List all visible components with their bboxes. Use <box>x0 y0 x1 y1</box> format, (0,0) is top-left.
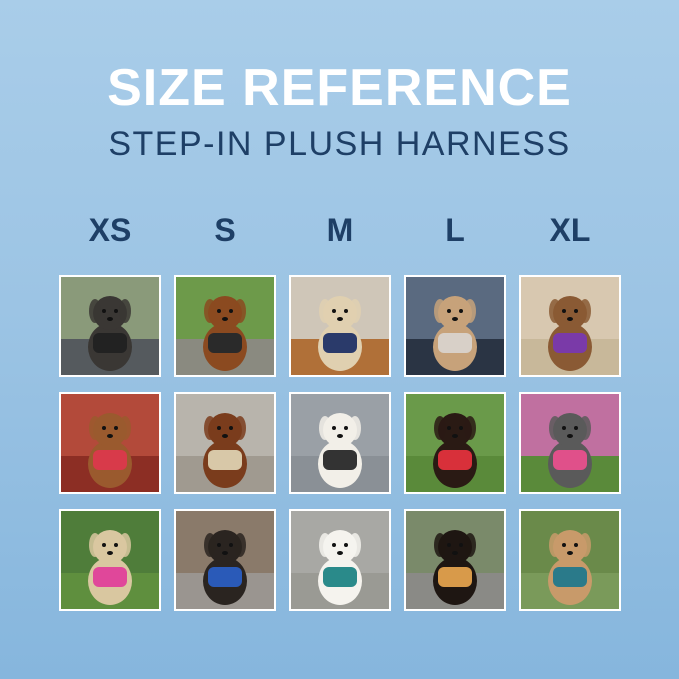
dog-photo-s-3 <box>174 509 276 611</box>
dog-photo-s-1 <box>174 275 276 377</box>
size-label-m: M <box>326 212 354 248</box>
dog-photo-l-1 <box>404 275 506 377</box>
dog-photo-m-3 <box>289 509 391 611</box>
dog-photo-xs-1 <box>59 275 161 377</box>
page-subtitle: STEP-IN PLUSH HARNESS <box>108 125 571 163</box>
dog-photo-xl-2 <box>519 392 621 494</box>
dog-photo-l-3 <box>404 509 506 611</box>
dog-photo-l-2 <box>404 392 506 494</box>
page-title: SIZE REFERENCE <box>107 59 572 117</box>
dog-photo-xs-2 <box>59 392 161 494</box>
dog-photo-xl-1 <box>519 275 621 377</box>
size-label-s: S <box>214 212 236 248</box>
size-label-xl: XL <box>549 212 591 248</box>
size-label-l: L <box>445 212 465 248</box>
dog-photo-s-2 <box>174 392 276 494</box>
dog-photo-m-2 <box>289 392 391 494</box>
size-label-xs: XS <box>88 212 132 248</box>
dog-photo-xs-3 <box>59 509 161 611</box>
dog-photo-m-1 <box>289 275 391 377</box>
dog-photo-xl-3 <box>519 509 621 611</box>
